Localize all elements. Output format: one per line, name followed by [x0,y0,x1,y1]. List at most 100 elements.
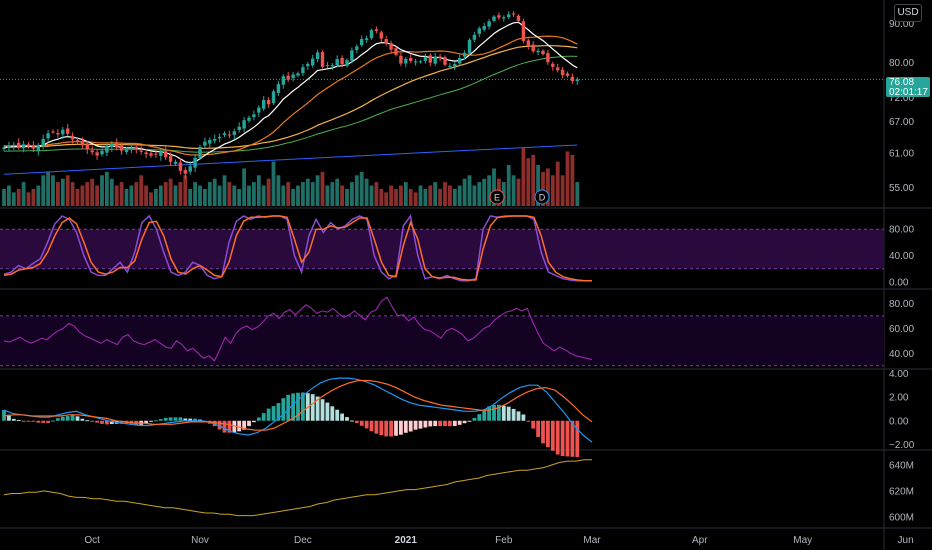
candle-body [443,57,447,65]
volume-bar [139,175,144,206]
volume-bar [178,182,183,206]
volume-bar [443,182,447,206]
candle-body [21,144,26,149]
macd-histogram-bar [403,420,408,433]
candle-body [556,67,560,71]
volume-bar [158,185,163,206]
macd-histogram-bar [472,417,477,421]
macd-histogram-bar [340,413,344,421]
candle-body [36,145,40,151]
candle-body [173,161,178,164]
volume-bar [119,182,124,206]
macd-histogram-bar [183,418,188,421]
time-axis-tick: Feb [495,535,513,546]
candle-body [134,146,138,149]
candle-body [188,166,192,172]
volume-bar [487,175,491,206]
candle-body [389,43,393,50]
volume-bar [403,182,408,206]
volume-bar [41,175,46,206]
stoch-band [0,229,884,269]
dividend-marker: D [534,189,550,205]
time-axis-tick: Mar [583,535,601,546]
candle-body [311,58,315,66]
volume-bar [379,188,384,206]
volume-bar [198,185,202,206]
macd-panel: 4.00 2.00 0.00 −2.00 [2,369,915,458]
volume-bar [340,185,344,206]
candle-body [355,46,359,50]
volume-bar [16,188,21,206]
volume-bar [541,171,545,206]
candle-body [423,56,428,61]
macd-histogram-bar [105,420,109,425]
macd-histogram-bar [60,416,65,421]
volume-bar [266,178,271,206]
candle-body [531,44,535,52]
macd-histogram-bar [497,404,501,421]
candle-body [565,73,570,76]
macd-histogram-bar [163,417,168,421]
volume-bar [114,185,119,206]
stoch-d-line [3,215,592,282]
price-axis-tick: 55.00 [889,183,914,194]
macd-histogram-bar [477,414,482,421]
volume-bar [477,182,482,206]
macd-histogram-bar [399,420,403,435]
macd-histogram-bar [46,420,50,423]
candle-body [257,107,261,113]
price-axis-tick: 90.00 [889,19,914,30]
volume-bar [168,178,173,206]
candle-body [41,138,45,147]
dividend-marker-label: D [539,193,546,203]
rsi-panel: 80.00 60.00 40.00 [0,296,914,367]
candle-body [56,132,60,135]
volume-bar [70,182,75,206]
earnings-marker-circle [489,189,505,205]
volume-bar [345,188,349,206]
candle-body [350,50,354,61]
candle-body [26,144,31,147]
macd-histogram-bar [21,420,26,422]
macd-histogram-bar [433,420,438,427]
macd-line [3,377,593,443]
macd-axis-tick: 0.00 [889,416,909,427]
volume-bar [65,175,70,206]
macd-histogram-bar [291,393,295,421]
macd-histogram-bar [242,420,246,430]
macd-histogram-bar [565,420,570,457]
time-axis-tick: Apr [692,535,708,546]
volume-bar [31,188,36,206]
volume-bar [222,175,227,206]
macd-histogram-bar [408,420,413,432]
macd-histogram-bar [555,420,560,455]
candle-body [296,73,300,76]
candle-body [487,21,491,27]
volume-bar [555,161,560,206]
candle-body [266,100,271,105]
volume-bar [247,185,251,206]
volume-bar [315,175,320,206]
volume-bar [183,175,188,206]
macd-histogram-bar [467,420,472,422]
macd-histogram-bar [428,420,433,427]
candle-body [7,145,11,149]
candle-body [262,100,266,109]
volume-bar [448,185,452,206]
rsi-axis-tick: 80.00 [889,299,914,310]
ma20-line [4,35,578,156]
macd-histogram-bar [271,406,276,421]
candle-body [428,55,432,63]
macd-histogram-bar [193,418,197,421]
volume-bar [516,178,521,206]
volume-bar [163,182,168,206]
volume-bar [291,188,295,206]
candle-body [115,143,119,148]
macd-histogram-bar [217,420,222,430]
volume-bar [90,178,95,206]
currency-button[interactable]: USD [894,4,922,22]
volume-bar [188,188,193,206]
candle-body [286,75,290,80]
macd-histogram-bar [222,420,227,433]
macd-histogram-bar [526,420,531,422]
